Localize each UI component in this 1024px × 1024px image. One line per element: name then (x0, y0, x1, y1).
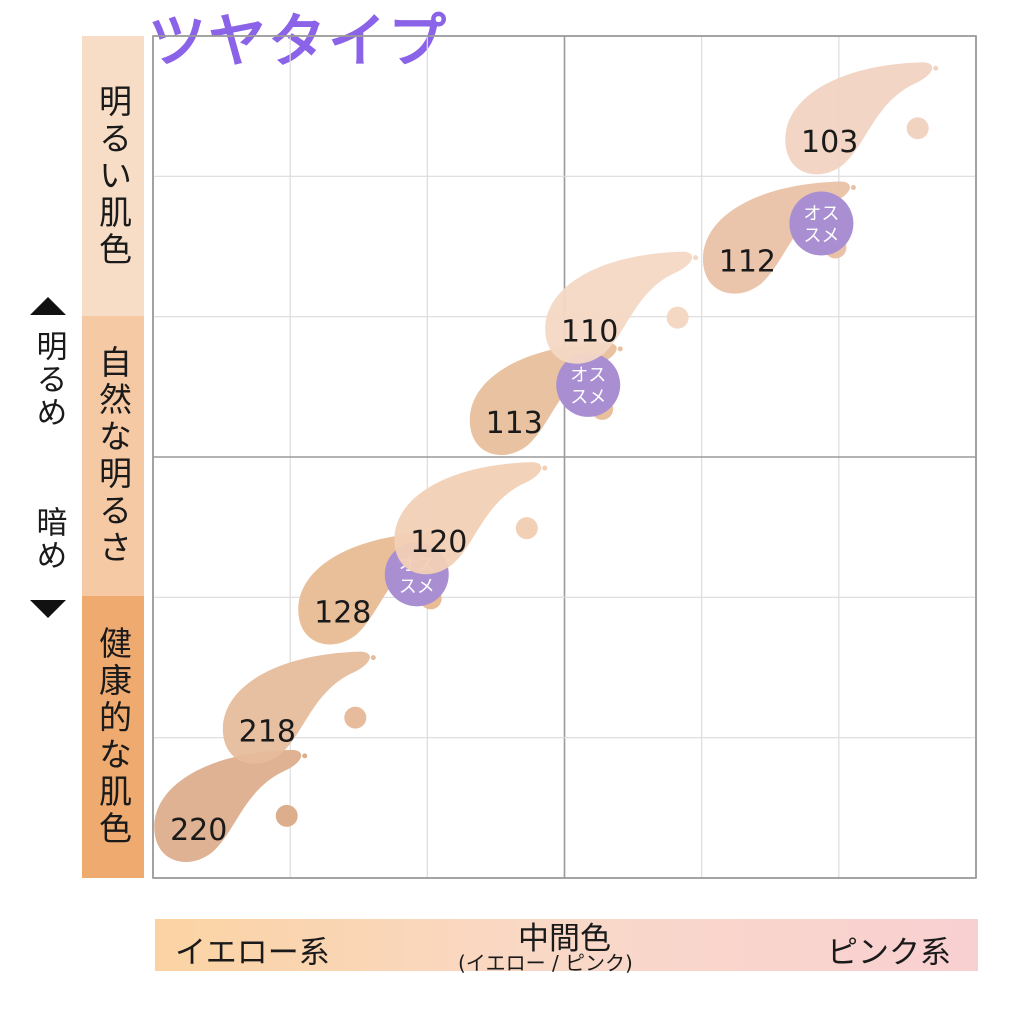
arrow-up-icon (30, 297, 66, 315)
swatch-smear (545, 251, 693, 364)
swatch-droplet (275, 804, 298, 827)
swatch-dot (850, 185, 856, 191)
swatch-smear (222, 651, 370, 764)
swatch-smear (785, 62, 933, 175)
x-label-yellow: イエロー系 (175, 935, 330, 971)
swatch-droplet (344, 706, 367, 729)
plot-border (152, 35, 977, 879)
arrow-down-icon (30, 600, 66, 618)
x-label-neutral: 中間色 (518, 921, 611, 957)
recommend-badge-text: スメ (803, 226, 839, 247)
swatch-218: 218 (222, 651, 376, 764)
swatch-label: 220 (170, 813, 227, 848)
x-label-neutral-sub: (イエロー / ピンク) (458, 951, 633, 975)
band-natural: 自然な明るさ (82, 316, 144, 596)
recommend-badge-text: オス (570, 365, 606, 386)
recommend-badge-text: スメ (399, 576, 435, 597)
swatch-220: 220 (154, 749, 308, 862)
swatch-dot (617, 346, 623, 352)
swatch-label: 103 (801, 125, 858, 160)
swatch-smear (154, 749, 302, 862)
swatch-110: 110 (545, 251, 699, 364)
direction-top: 明るめ (30, 330, 67, 429)
swatch-droplet (906, 117, 929, 140)
band-healthy: 健康的な肌色 (82, 596, 144, 878)
swatch-label: 120 (410, 525, 467, 560)
marks: 220218128オススメ120113オススメ110112オススメ103 (154, 62, 939, 862)
x-axis-bar: イエロー系 中間色 (イエロー / ピンク) ピンク系 (155, 919, 978, 975)
band-natural-label: 自然な明るさ (93, 345, 133, 567)
swatch-label: 113 (486, 406, 543, 441)
swatch-dot (933, 65, 939, 71)
band-healthy-label: 健康的な肌色 (93, 626, 133, 848)
swatch-label: 112 (719, 245, 776, 280)
recommend-badge (556, 352, 621, 417)
band-bright-label: 明るい肌色 (93, 83, 133, 269)
recommend-badge-text: スメ (570, 387, 606, 408)
swatch-droplet (666, 306, 689, 329)
swatch-label: 110 (561, 315, 618, 350)
x-label-pink: ピンク系 (827, 935, 951, 971)
swatch-dot (302, 753, 308, 759)
swatch-label: 218 (239, 715, 296, 750)
band-bright: 明るい肌色 (82, 36, 144, 316)
chart-title: ツヤタイプ (148, 7, 449, 75)
swatch-label: 128 (314, 595, 371, 630)
swatch-droplet (515, 517, 538, 540)
swatch-dot (370, 655, 376, 661)
swatch-103: 103 (785, 62, 939, 175)
swatch-smear (394, 462, 542, 575)
recommend-badge (789, 191, 854, 256)
swatch-dot (542, 465, 548, 471)
recommend-badge-text: オス (803, 204, 839, 225)
grid (152, 35, 977, 879)
direction-bottom: 暗め (30, 506, 67, 572)
swatch-dot (693, 255, 699, 261)
swatch-120: 120 (394, 462, 548, 575)
